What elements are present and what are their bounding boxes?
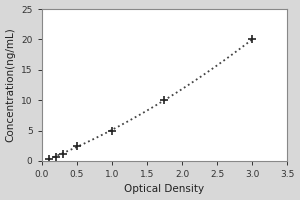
X-axis label: Optical Density: Optical Density bbox=[124, 184, 205, 194]
Y-axis label: Concentration(ng/mL): Concentration(ng/mL) bbox=[6, 28, 16, 142]
